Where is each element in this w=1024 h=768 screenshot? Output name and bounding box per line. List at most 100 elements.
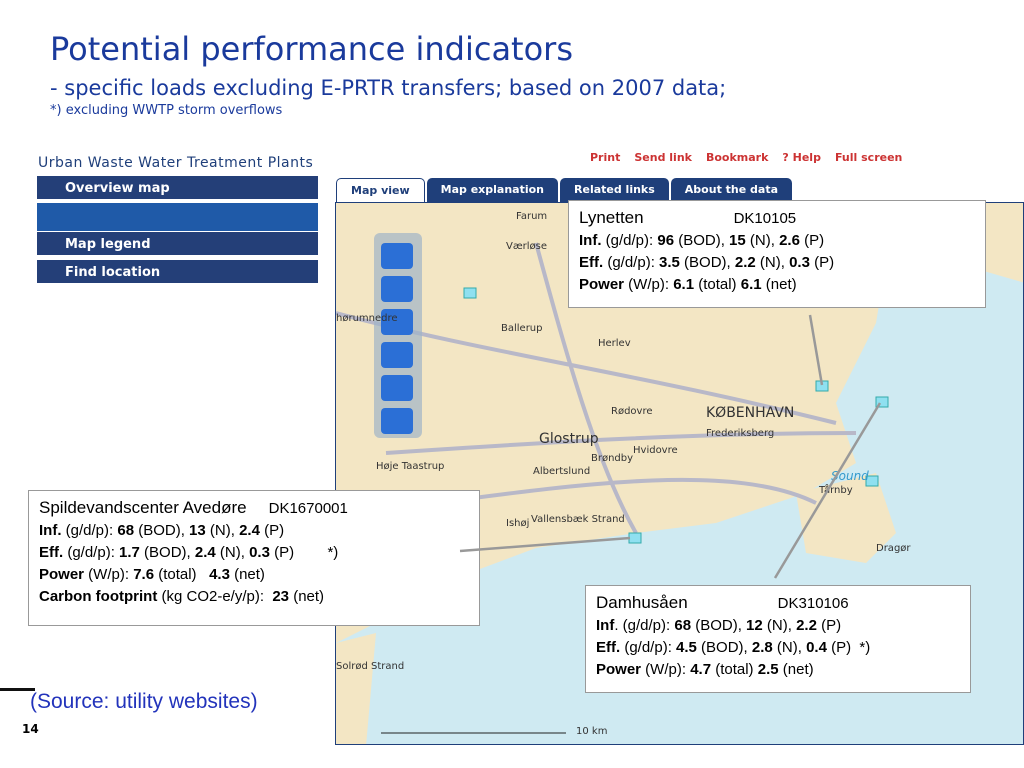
toolbar-link[interactable]: ? Help [782,151,821,164]
value: 2.2 [796,617,817,634]
text: (N), [205,522,240,539]
value: 4.7 [690,661,712,678]
toolbar-link[interactable]: Send link [634,151,692,164]
tab[interactable]: About the data [670,178,793,202]
value: Inf. [579,232,602,249]
map-label: Sound [831,469,869,483]
map-label: Vallensbæk Strand [531,514,625,525]
map-label: Hvidovre [633,445,678,456]
tab[interactable]: Related links [560,178,669,202]
value: 2.5 [757,661,779,678]
value: 7.6 [133,566,155,583]
text: (P) *) [269,544,339,561]
tab[interactable]: Map explanation [426,178,559,202]
callout-header: Damhusåen DK310106 [596,592,960,615]
arrow [808,314,824,386]
text: (total) [154,566,210,583]
tabs: Map view Map explanation Related links Abou… [336,178,793,202]
callout: Damhusåen DK310106 Inf. (g/d/p): 68 (BOD),… [585,585,971,693]
roads [336,242,857,534]
tool-buttons[interactable] [381,243,413,434]
tab[interactable]: Map view [336,178,425,202]
map-label: Frederiksberg [706,428,775,439]
map-label: Farum [516,211,548,222]
indicator-line: Eff. (g/d/p): 4.5 (BOD), 2.8 (N), 0.4 (P… [596,637,960,659]
map-label: Dragør [876,543,911,554]
text: (P) [816,617,842,634]
map-label: Solrød Strand [336,661,405,672]
map-label: Høje Taastrup [376,461,445,472]
text: (total) [694,276,741,293]
indicator-line: Eff. (g/d/p): 1.7 (BOD), 2.4 (N), 0.3 (P… [39,542,469,564]
land [336,633,376,744]
value: 4.3 [209,566,230,583]
panel[interactable]: Find location [37,260,318,285]
indicator-line: Inf. (g/d/p): 68 (BOD), 13 (N), 2.4 (P) [39,520,469,542]
callout-header: Lynetten DK10105 [579,207,975,230]
value: Inf. [39,522,62,539]
value: 2.2 [734,254,756,271]
value: Power [39,566,85,583]
scale-label: 10 km [576,726,608,737]
value: 2.4 [194,544,216,561]
slide-subtitle: - specific loads excluding E-PRTR transf… [50,76,727,100]
value: 96 [657,232,675,249]
value: Power [579,276,625,293]
map-label: Albertslund [533,466,591,477]
indicator-line: Inf. (g/d/p): 68 (BOD), 12 (N), 2.2 (P) [596,615,960,637]
toolbar-link[interactable]: Bookmark [705,151,769,164]
plant-code: DK1670001 [268,500,348,517]
map-label: Rødovre [611,406,653,417]
toolbar-link[interactable]: Full screen [834,151,903,164]
callout-header: Spildevandscenter Avedøre DK1670001 [39,497,469,520]
value: 0.4 [806,639,827,656]
value: Eff. [39,544,64,561]
indicator-line: Inf. (g/d/p): 96 (BOD), 15 (N), 2.6 (P) [579,230,975,252]
indicator-line: Eff. (g/d/p): 3.5 (BOD), 2.2 (N), 0.3 (P… [579,252,975,274]
callout: Lynetten DK10105 Inf. (g/d/p): 96 (BOD), 1… [568,200,986,308]
text: (g/d/p): [61,522,118,539]
page-number: 14 [22,722,39,736]
indicator-line: Power (W/p): 7.6 (total) 4.3 (net) [39,564,469,586]
map-label: Værløse [506,241,548,252]
panel[interactable]: Map legend [37,232,318,257]
text: (N), [745,232,780,249]
map-label: Ishøj [506,518,530,529]
slide-note: *) excluding WWTP storm overflows [50,103,283,118]
toolbar: Print Send link Bookmark ? Help Full screen [590,151,902,164]
value: 0.3 [789,254,810,271]
text: (P) [809,254,835,271]
plant-code: DK10105 [733,210,797,227]
panel[interactable]: Overview map [37,176,318,201]
text: (N), [772,639,807,656]
text: (net) [778,661,814,678]
app-title: Urban Waste Water Treatment Plants [38,155,314,171]
value: 0.3 [249,544,270,561]
text: (net) [289,588,325,605]
text: (net) [229,566,265,583]
text: (W/p): [624,276,674,293]
text: (net) [761,276,797,293]
value: 6.1 [740,276,762,293]
value: 2.4 [239,522,260,539]
zoom-slider[interactable] [37,203,318,231]
text: (BOD), [679,254,735,271]
value: 3.5 [659,254,680,271]
value: 1.7 [119,544,140,561]
text: (P) *) [826,639,871,656]
value: 13 [189,522,206,539]
value: Inf [596,617,615,634]
indicator-line: Power (W/p): 6.1 (total) 6.1 (net) [579,274,975,296]
text: (g/d/p): [601,232,658,249]
arrow [459,536,631,553]
text: (N), [762,617,797,634]
slide-title: Potential performance indicators [50,30,573,68]
value: 23 [272,588,290,605]
text: (kg CO2-e/y/p): [157,588,273,605]
text: (BOD), [696,639,752,656]
map-label: Herlev [598,338,631,349]
toolbar-link[interactable]: Print [590,151,621,164]
text: (P) [799,232,825,249]
